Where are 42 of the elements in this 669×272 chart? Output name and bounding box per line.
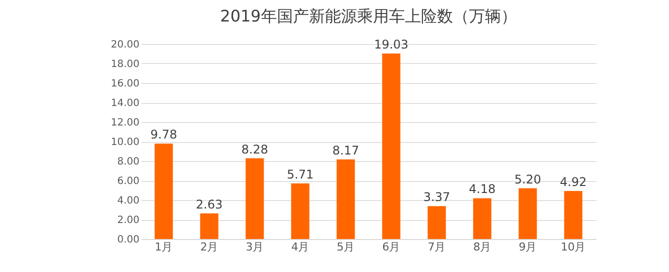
bar <box>246 158 264 239</box>
y-tick-label: 12.00 <box>110 118 140 128</box>
y-tick-label: 16.00 <box>110 78 140 90</box>
bar <box>336 159 355 239</box>
data-label: 9.78 <box>150 128 178 142</box>
y-tick-label: 6.00 <box>117 176 140 187</box>
x-tick-label: 6月 <box>382 240 400 254</box>
data-label: 2.63 <box>196 197 223 212</box>
y-tick-label: 4.00 <box>117 196 140 206</box>
bar <box>200 213 218 239</box>
bar <box>428 206 446 239</box>
x-tick-label: 5月 <box>336 240 355 254</box>
bar <box>291 183 310 239</box>
y-tick-label: 8.00 <box>117 156 140 168</box>
y-tick-label: 2.00 <box>117 215 140 226</box>
data-label: 5.71 <box>286 167 314 182</box>
x-tick-label: 1月 <box>154 240 173 254</box>
x-tick-label: 4月 <box>291 240 310 254</box>
bar <box>473 198 492 239</box>
data-label: 4.92 <box>560 175 587 190</box>
data-label: 8.17 <box>332 143 360 158</box>
x-tick-label: 3月 <box>246 240 264 254</box>
data-label: 4.18 <box>468 182 496 196</box>
y-tick-label: 18.00 <box>110 59 140 70</box>
y-tick-label: 10.00 <box>110 137 140 148</box>
x-tick-label: 9月 <box>518 240 537 254</box>
x-tick-label: 10月 <box>560 240 586 254</box>
bar <box>564 191 582 239</box>
data-label: 5.20 <box>514 172 542 186</box>
bar <box>382 53 400 239</box>
y-tick-label: 14.00 <box>110 98 140 109</box>
data-label: 8.28 <box>241 142 268 156</box>
x-tick-label: 2月 <box>200 240 218 254</box>
y-tick-label: 0.00 <box>117 234 140 246</box>
x-tick-label: 8月 <box>473 240 492 254</box>
data-label: 19.03 <box>374 37 408 52</box>
bar <box>518 188 537 239</box>
chart-title: 2019年国产新能源乘用车上险数（万辆） <box>220 6 517 26</box>
bar <box>154 144 173 239</box>
data-label: 3.37 <box>423 190 450 204</box>
y-tick-label: 20.00 <box>110 40 140 50</box>
x-tick-label: 7月 <box>428 240 446 254</box>
